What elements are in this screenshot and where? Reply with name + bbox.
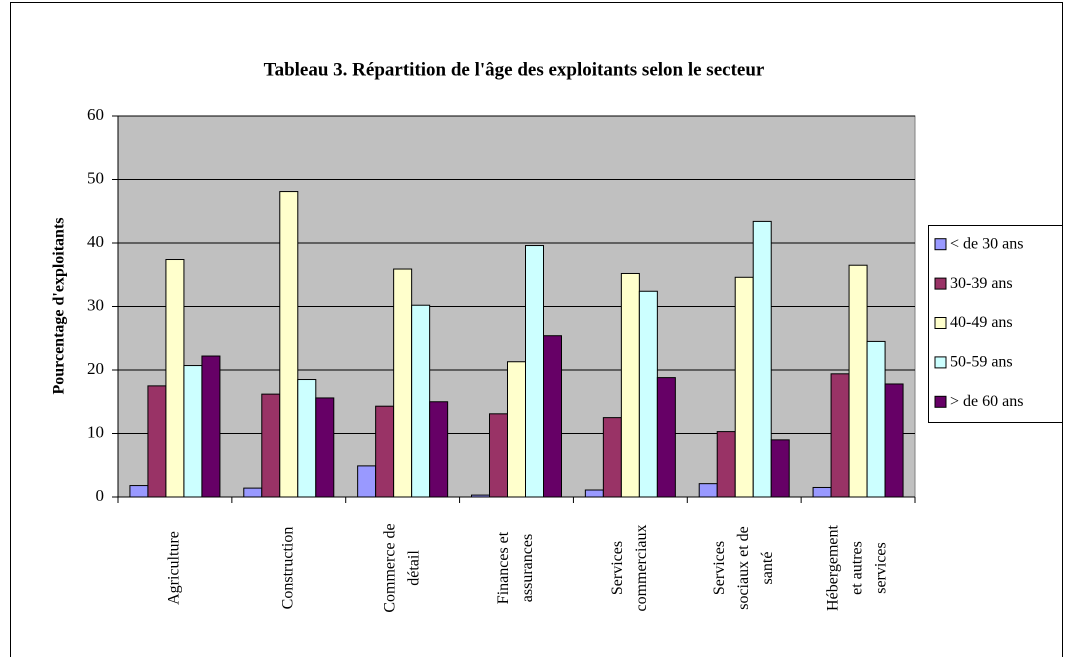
legend-swatch <box>934 356 947 369</box>
bar <box>489 413 508 498</box>
y-tick-label: 50 <box>87 168 104 187</box>
bar <box>357 465 377 498</box>
bar <box>620 272 640 498</box>
bar <box>752 220 772 498</box>
x-tick-label: détail <box>405 550 422 586</box>
y-tick-label: 30 <box>87 295 104 314</box>
bar <box>543 335 562 498</box>
legend-swatch <box>934 317 947 329</box>
bar <box>201 355 221 498</box>
bar <box>429 401 449 498</box>
bar <box>638 290 658 498</box>
x-tick-label: Construction <box>279 527 296 610</box>
x-tick-label: et autres <box>849 541 866 595</box>
bar <box>243 487 263 498</box>
bar <box>602 417 622 498</box>
bar <box>584 489 604 498</box>
bar <box>884 383 904 498</box>
bar <box>279 191 299 498</box>
bar <box>848 264 868 498</box>
x-tick-label: Hébergement <box>825 525 842 611</box>
x-tick-label: Services <box>711 541 728 595</box>
legend-label: 40-49 ans <box>950 314 1013 331</box>
bar <box>375 405 395 498</box>
y-tick-label: 20 <box>87 359 104 378</box>
legend-label: < de 30 ans <box>950 235 1023 252</box>
bar <box>698 483 718 498</box>
x-tick-label: Commerce de <box>381 523 398 612</box>
bar <box>656 377 676 498</box>
y-tick-label: 10 <box>87 422 104 441</box>
legend-label: 30-39 ans <box>950 275 1013 292</box>
bar <box>411 304 431 498</box>
x-tick-label: santé <box>759 552 776 585</box>
bar <box>866 340 886 498</box>
y-tick-label: 40 <box>87 232 104 251</box>
bar <box>315 397 335 498</box>
bar <box>129 485 149 498</box>
bar <box>830 373 850 498</box>
bar <box>183 365 203 498</box>
x-tick-label: Agriculture <box>166 531 183 605</box>
legend-swatch <box>934 238 947 251</box>
bar <box>770 439 790 498</box>
bar <box>165 259 185 498</box>
legend <box>928 225 1063 423</box>
bar <box>297 379 317 498</box>
bar <box>507 361 526 498</box>
y-tick-label: 60 <box>87 105 104 124</box>
bar <box>525 245 544 498</box>
x-tick-label: services <box>873 542 890 594</box>
bar <box>716 431 736 498</box>
bar <box>147 385 167 498</box>
legend-swatch <box>934 395 947 408</box>
bar <box>261 393 281 498</box>
bar <box>734 276 754 498</box>
legend-label: 50-59 ans <box>950 354 1013 371</box>
legend-label: > de 60 ans <box>950 393 1023 410</box>
x-tick-label: Services <box>609 541 626 595</box>
bar <box>812 486 832 498</box>
y-tick-label: 0 <box>96 486 105 505</box>
x-tick-label: Finances et <box>495 531 512 604</box>
legend-swatch <box>934 277 947 290</box>
x-tick-label: sociaux et de <box>735 526 752 610</box>
chart-title: Tableau 3. Répartition de l'âge des expl… <box>264 59 765 80</box>
x-tick-label: assurances <box>519 534 536 602</box>
bar <box>393 268 413 498</box>
x-tick-label: commerciaux <box>633 524 650 611</box>
bar <box>471 494 490 498</box>
y-axis-label: Pourcentage d'exploitants <box>51 217 68 394</box>
